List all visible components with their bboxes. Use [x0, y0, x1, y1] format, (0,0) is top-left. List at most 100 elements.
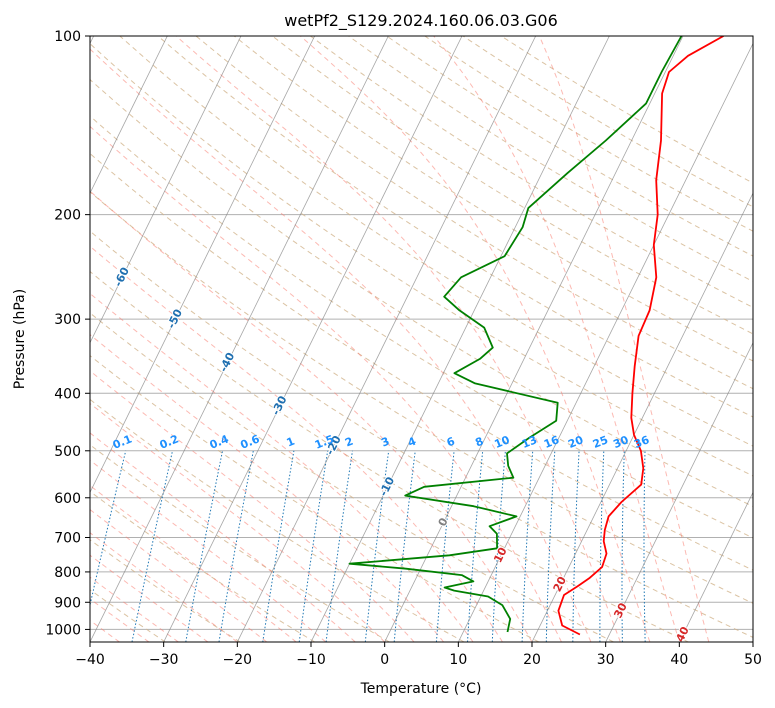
- x-tick-label: 20: [523, 652, 541, 668]
- x-tick-label: −10: [296, 652, 326, 668]
- mixing-ratio-label: 0.2: [158, 432, 181, 451]
- dry-adiabat: [90, 539, 241, 642]
- y-tick-label: 400: [54, 386, 81, 402]
- dry-adiabat: [119, 36, 753, 447]
- mixing-ratio-label: 2: [343, 435, 355, 450]
- isotherm-line: [678, 491, 753, 642]
- mixing-ratio-label: 30: [611, 433, 630, 451]
- isotherm-line: [384, 36, 684, 642]
- isotherm-label: -30: [269, 394, 290, 418]
- mixing-ratio-line: [521, 450, 534, 642]
- mixing-ratio-label: 8: [473, 435, 485, 450]
- mixing-ratio-label: 13: [520, 433, 539, 451]
- mixing-ratio-line: [599, 450, 605, 642]
- dry-adiabat: [90, 354, 540, 642]
- plot-frame: [89, 35, 754, 643]
- dry-adiabat: [90, 589, 166, 642]
- isotherm-line: [457, 42, 753, 642]
- moist-adiabat: [538, 36, 710, 642]
- mixing-ratio-label: 36: [632, 433, 651, 451]
- pressure-grid: [90, 36, 753, 630]
- mixing-ratio-line: [572, 450, 580, 642]
- dry-adiabat: [386, 36, 753, 257]
- moist-adiabat: [90, 333, 444, 642]
- mixing-ratio-line: [545, 450, 556, 642]
- dry-adiabat: [90, 270, 689, 642]
- y-tick-label: 100: [54, 29, 81, 45]
- dry-adiabat: [90, 43, 753, 477]
- dry-adiabat: [90, 490, 315, 642]
- moist-adiabat: [90, 292, 474, 642]
- y-axis-ticks: 100 200 300 400 500 600 700 800 900 1000: [45, 29, 90, 638]
- moist-adiabat: [90, 432, 356, 642]
- y-tick-label: 800: [54, 565, 81, 581]
- y-tick-label: 1000: [45, 622, 81, 638]
- isotherm-label: 0: [436, 516, 451, 529]
- isotherm-line: [90, 36, 316, 494]
- y-tick-label: 300: [54, 312, 81, 328]
- moist-adiabat: [90, 48, 592, 642]
- y-tick-label: 900: [54, 595, 81, 611]
- mixing-ratio-line: [131, 450, 173, 642]
- dry-adiabat: [90, 152, 753, 571]
- x-tick-label: −40: [75, 652, 105, 668]
- mixing-ratio-label: 6: [445, 435, 457, 450]
- y-axis-label: Pressure (hPa): [12, 289, 28, 389]
- isotherm-label: -60: [112, 265, 133, 289]
- isotherm-label: -40: [217, 350, 238, 374]
- moist-adiabat: [90, 509, 268, 642]
- mixing-ratio-lines: [90, 450, 646, 642]
- dry-adiabats: [90, 36, 753, 642]
- mixing-ratio-line: [325, 450, 353, 642]
- moist-adiabat: [433, 36, 680, 642]
- isotherm-line: [163, 36, 463, 642]
- dry-adiabat: [90, 444, 390, 642]
- isotherm-line: [90, 36, 242, 344]
- x-tick-label: 50: [744, 652, 762, 668]
- y-tick-label: 700: [54, 531, 81, 547]
- moist-adiabat: [175, 36, 621, 642]
- x-tick-label: −30: [149, 652, 179, 668]
- profiles: [348, 36, 724, 636]
- isotherm-label: 20: [551, 574, 570, 594]
- x-tick-label: 10: [449, 652, 467, 668]
- isotherm-line: [310, 36, 610, 642]
- mixing-ratio-line: [621, 450, 625, 642]
- isotherm-label: -70: [60, 221, 81, 245]
- y-tick-label: 500: [54, 444, 81, 460]
- mixing-ratio-label: 4: [406, 435, 418, 450]
- moist-adiabat: [90, 245, 503, 642]
- dry-adiabat: [233, 36, 753, 362]
- dry-adiabat: [310, 36, 753, 308]
- x-tick-label: 40: [670, 652, 688, 668]
- mixing-ratio-label: 10: [493, 433, 512, 451]
- mixing-ratio-label: 0.4: [208, 432, 231, 451]
- moist-adiabat: [90, 125, 562, 642]
- isotherm-line: [236, 36, 537, 642]
- isotherms: [90, 36, 753, 642]
- x-tick-label: −20: [223, 652, 253, 668]
- temperature-profile: [557, 36, 724, 636]
- isotherm-line: [531, 192, 753, 642]
- mixing-ratio-line: [262, 450, 295, 642]
- isotherm-label: -10: [377, 474, 398, 498]
- isotherm-line: [90, 36, 168, 195]
- moist-adiabat: [90, 190, 533, 642]
- dry-adiabat: [90, 115, 753, 539]
- y-tick-label: 600: [54, 491, 81, 507]
- mixing-ratio-line: [435, 450, 455, 642]
- mixing-ratio-label: 3: [379, 435, 391, 450]
- x-axis-ticks: −40 −30 −20 −10 0 10 20 30 40 50: [75, 642, 762, 668]
- moist-adiabat: [300, 36, 651, 642]
- moist-adiabat: [90, 402, 386, 642]
- dry-adiabat: [90, 398, 465, 642]
- plot-area: -100-90-80-70-60-50-40-30-20-10010203040…: [60, 36, 753, 642]
- isotherm-line: [90, 36, 389, 642]
- moist-adiabat: [90, 532, 238, 642]
- chart-title: wetPf2_S129.2024.160.06.03.G06: [284, 11, 558, 31]
- mixing-ratio-line: [185, 450, 223, 642]
- dry-adiabat: [90, 312, 614, 642]
- mixing-ratio-line: [218, 450, 254, 642]
- moist-adiabats: [90, 36, 710, 642]
